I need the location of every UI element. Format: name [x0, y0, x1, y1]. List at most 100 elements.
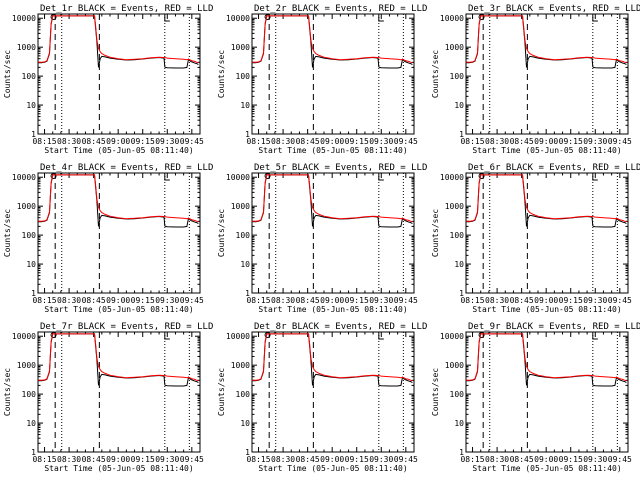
lld-series-line [466, 15, 627, 64]
x-tick-label: 09:30 [369, 296, 393, 305]
y-tick-label: 1000 [17, 43, 36, 52]
chart-panel: Det_4r BLACK = Events, RED = LLD 1 10 100 10… [3, 163, 213, 314]
y-tick-label: 1000 [445, 43, 464, 52]
y-axis-label: Counts/sec [431, 209, 440, 257]
x-tick-label: 09:45 [608, 455, 632, 464]
x-tick-label: 08:30 [57, 137, 81, 146]
y-tick-label: 1 [459, 130, 464, 139]
y-tick-label: 10 [454, 260, 464, 269]
x-tick-label: 08:15 [246, 296, 270, 305]
circle-marker [50, 332, 57, 338]
x-tick-label: 08:15 [32, 296, 56, 305]
chart-title: Det_6r BLACK = Events, RED = LLD [468, 163, 640, 173]
x-tick-label: 09:00 [534, 137, 558, 146]
chart-panel: Det_7r BLACK = Events, RED = LLD 1 10 100 10… [3, 322, 213, 473]
y-tick-label: 100 [22, 72, 37, 81]
plot-content [466, 173, 627, 293]
plot-frame [251, 172, 415, 294]
x-tick-label: 09:45 [394, 137, 418, 146]
chart-title: Det_3r BLACK = Events, RED = LLD [468, 4, 640, 14]
x-tick-label: 09:45 [394, 296, 418, 305]
chart-panel: Det_9r BLACK = Events, RED = LLD 1 10 100 10… [431, 322, 640, 473]
y-axis-label: Counts/sec [217, 50, 226, 98]
x-tick-label: 09:00 [106, 137, 130, 146]
x-tick-label: 09:30 [583, 455, 607, 464]
chart-title: Det_4r BLACK = Events, RED = LLD [40, 163, 213, 173]
x-tick-label: 09:45 [394, 455, 418, 464]
y-tick-label: 1000 [231, 361, 250, 370]
chart-panel: Det_8r BLACK = Events, RED = LLD 1 10 100 10… [217, 322, 427, 473]
x-tick-label: 09:00 [106, 296, 130, 305]
plot-frame [251, 331, 415, 453]
y-tick-label: 10 [26, 419, 36, 428]
x-tick-label: 08:30 [485, 296, 509, 305]
y-tick-label: 1000 [231, 43, 250, 52]
x-tick-label: 09:45 [180, 296, 204, 305]
x-tick-label: 08:45 [82, 296, 106, 305]
y-tick-label: 10 [26, 260, 36, 269]
x-tick-label: 08:30 [271, 455, 295, 464]
x-tick-label: 09:45 [608, 296, 632, 305]
flag-marker [164, 15, 170, 22]
plot-content [252, 332, 413, 452]
x-axis-label: Start Time (05-Jun-05 08:11:40) [44, 464, 193, 473]
x-axis-label: Start Time (05-Jun-05 08:11:40) [472, 305, 621, 314]
x-tick-label: 08:30 [57, 296, 81, 305]
y-tick-label: 100 [450, 231, 465, 240]
chart-title: Det_1r BLACK = Events, RED = LLD [40, 4, 213, 14]
y-tick-label: 10000 [12, 14, 36, 23]
plot-frame [37, 331, 201, 453]
y-tick-label: 10000 [440, 14, 464, 23]
x-tick-label: 09:30 [155, 137, 179, 146]
chart-title: Det_2r BLACK = Events, RED = LLD [254, 4, 427, 14]
x-tick-label: 08:45 [296, 137, 320, 146]
lld-series-line [38, 15, 199, 64]
plot-content [466, 332, 627, 452]
x-tick-label: 08:30 [57, 455, 81, 464]
x-tick-label: 08:45 [510, 455, 534, 464]
flag-marker [378, 333, 384, 340]
plot-frame [37, 13, 201, 135]
plot-frame [37, 172, 201, 294]
plot-content [38, 14, 199, 134]
x-tick-label: 09:45 [180, 455, 204, 464]
x-tick-label: 08:15 [32, 455, 56, 464]
lld-series-line [252, 15, 413, 64]
y-tick-label: 1000 [231, 202, 250, 211]
x-tick-label: 08:45 [296, 296, 320, 305]
circle-marker [478, 173, 485, 179]
x-tick-label: 09:15 [131, 137, 155, 146]
plot-frame [465, 331, 629, 453]
y-tick-label: 100 [22, 390, 37, 399]
y-tick-label: 100 [236, 390, 251, 399]
x-tick-label: 09:30 [155, 455, 179, 464]
plot-content [466, 14, 627, 134]
y-tick-label: 100 [236, 72, 251, 81]
x-tick-label: 08:30 [485, 137, 509, 146]
plot-content [252, 173, 413, 293]
x-tick-label: 09:15 [559, 455, 583, 464]
lld-series-line [252, 333, 413, 382]
x-tick-label: 09:45 [180, 137, 204, 146]
circle-marker [50, 173, 57, 179]
x-tick-label: 09:15 [559, 137, 583, 146]
y-tick-label: 10000 [12, 332, 36, 341]
y-tick-label: 10 [454, 101, 464, 110]
x-axis-label: Start Time (05-Jun-05 08:11:40) [44, 146, 193, 155]
x-tick-label: 09:30 [369, 137, 393, 146]
x-tick-label: 08:15 [460, 296, 484, 305]
x-tick-label: 08:15 [32, 137, 56, 146]
plot-frame [465, 13, 629, 135]
y-tick-label: 10 [454, 419, 464, 428]
y-tick-label: 10000 [440, 173, 464, 182]
lld-series-line [466, 333, 627, 382]
x-tick-label: 09:00 [106, 455, 130, 464]
circle-marker [478, 332, 485, 338]
y-tick-label: 10 [240, 419, 250, 428]
chart-title: Det_5r BLACK = Events, RED = LLD [254, 163, 427, 173]
flag-marker [378, 174, 384, 181]
y-tick-label: 1 [245, 130, 250, 139]
y-tick-label: 1000 [17, 361, 36, 370]
chart-title: Det_9r BLACK = Events, RED = LLD [468, 322, 640, 332]
x-tick-label: 09:30 [369, 455, 393, 464]
